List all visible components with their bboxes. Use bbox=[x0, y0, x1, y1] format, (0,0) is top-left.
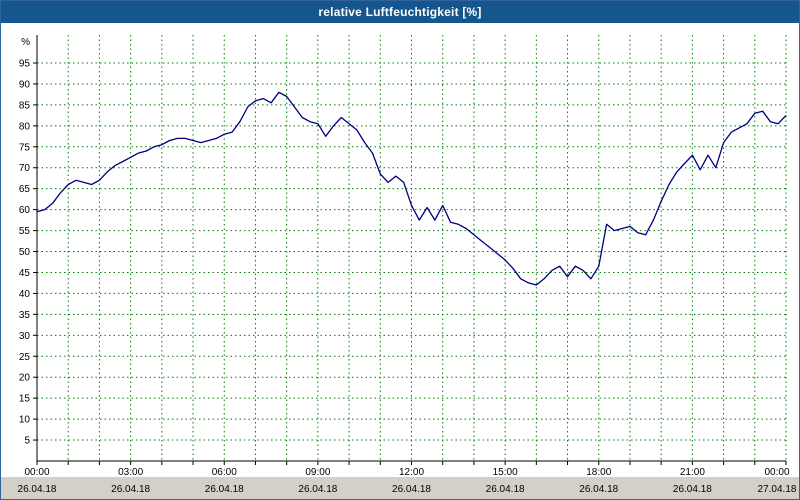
x-tick-date-label: 26.04.18 bbox=[392, 484, 431, 495]
y-tick-label: 65 bbox=[19, 184, 31, 195]
x-tick-time-label: 18:00 bbox=[586, 467, 611, 478]
y-tick-label: 95 bbox=[19, 59, 31, 70]
humidity-line-chart: 5 10 15 20 25 30 35 40 45 50 55 60 65 70 75 80 85 90 95% 00… bbox=[1, 23, 799, 499]
x-tick-date-label: 26.04.18 bbox=[18, 484, 57, 495]
x-tick-date-label: 26.04.18 bbox=[579, 484, 618, 495]
y-tick-label: 35 bbox=[19, 310, 31, 321]
chart-title: relative Luftfeuchtigkeit [%] bbox=[318, 5, 482, 19]
x-tick-time-label: 12:00 bbox=[399, 467, 424, 478]
x-tick-time-label: 03:00 bbox=[118, 467, 143, 478]
humidity-series-line bbox=[36, 91, 787, 286]
x-tick-time-label: 00:00 bbox=[24, 467, 49, 478]
x-tick-date-label: 26.04.18 bbox=[486, 484, 525, 495]
y-axis-labels: 5 10 15 20 25 30 35 40 45 50 55 60 65 70 75 80 85 90 95% bbox=[19, 37, 31, 447]
x-tick-date-label: 26.04.18 bbox=[205, 484, 244, 495]
chart-area: 5 10 15 20 25 30 35 40 45 50 55 60 65 70 75 80 85 90 95% 00… bbox=[1, 23, 799, 499]
plot-background bbox=[1, 23, 799, 499]
y-tick-label: 15 bbox=[19, 394, 31, 405]
y-tick-label: 30 bbox=[19, 331, 31, 342]
x-tick-time-label: 00:00 bbox=[764, 467, 789, 478]
x-tick-time-label: 21:00 bbox=[680, 467, 705, 478]
y-tick-label: 5 bbox=[24, 436, 30, 447]
y-tick-label: 85 bbox=[19, 100, 31, 111]
x-axis-labels: 00:00 26.04.18 03:00 26.04.18 06:00 26.04.18 0… bbox=[18, 467, 797, 495]
y-tick-label: 75 bbox=[19, 142, 31, 153]
x-tick-date-label: 26.04.18 bbox=[298, 484, 337, 495]
x-tick-date-label: 26.04.18 bbox=[111, 484, 150, 495]
y-tick-label: 55 bbox=[19, 226, 31, 237]
x-tick-date-label: 27.04.18 bbox=[758, 484, 797, 495]
x-tick-date-label: 26.04.18 bbox=[673, 484, 712, 495]
x-tick-time-label: 09:00 bbox=[305, 467, 330, 478]
y-tick-label: 80 bbox=[19, 121, 31, 132]
axes bbox=[33, 35, 787, 465]
y-tick-label: 50 bbox=[19, 247, 31, 258]
x-tick-time-label: 06:00 bbox=[212, 467, 237, 478]
date-strip bbox=[1, 477, 799, 499]
y-tick-label: 90 bbox=[19, 79, 31, 90]
horizontal-gridlines bbox=[37, 62, 786, 441]
y-tick-label: 25 bbox=[19, 352, 31, 363]
y-tick-label: 20 bbox=[19, 373, 31, 384]
y-tick-label: 60 bbox=[19, 205, 31, 216]
y-tick-label: 45 bbox=[19, 268, 31, 279]
y-tick-label: 70 bbox=[19, 163, 31, 174]
y-tick-label: 10 bbox=[19, 415, 31, 426]
title-bar: relative Luftfeuchtigkeit [%] bbox=[1, 1, 799, 23]
x-tick-time-label: 15:00 bbox=[493, 467, 518, 478]
y-axis-unit-label: % bbox=[21, 37, 30, 48]
vertical-gridlines bbox=[67, 35, 787, 461]
y-tick-label: 40 bbox=[19, 289, 31, 300]
